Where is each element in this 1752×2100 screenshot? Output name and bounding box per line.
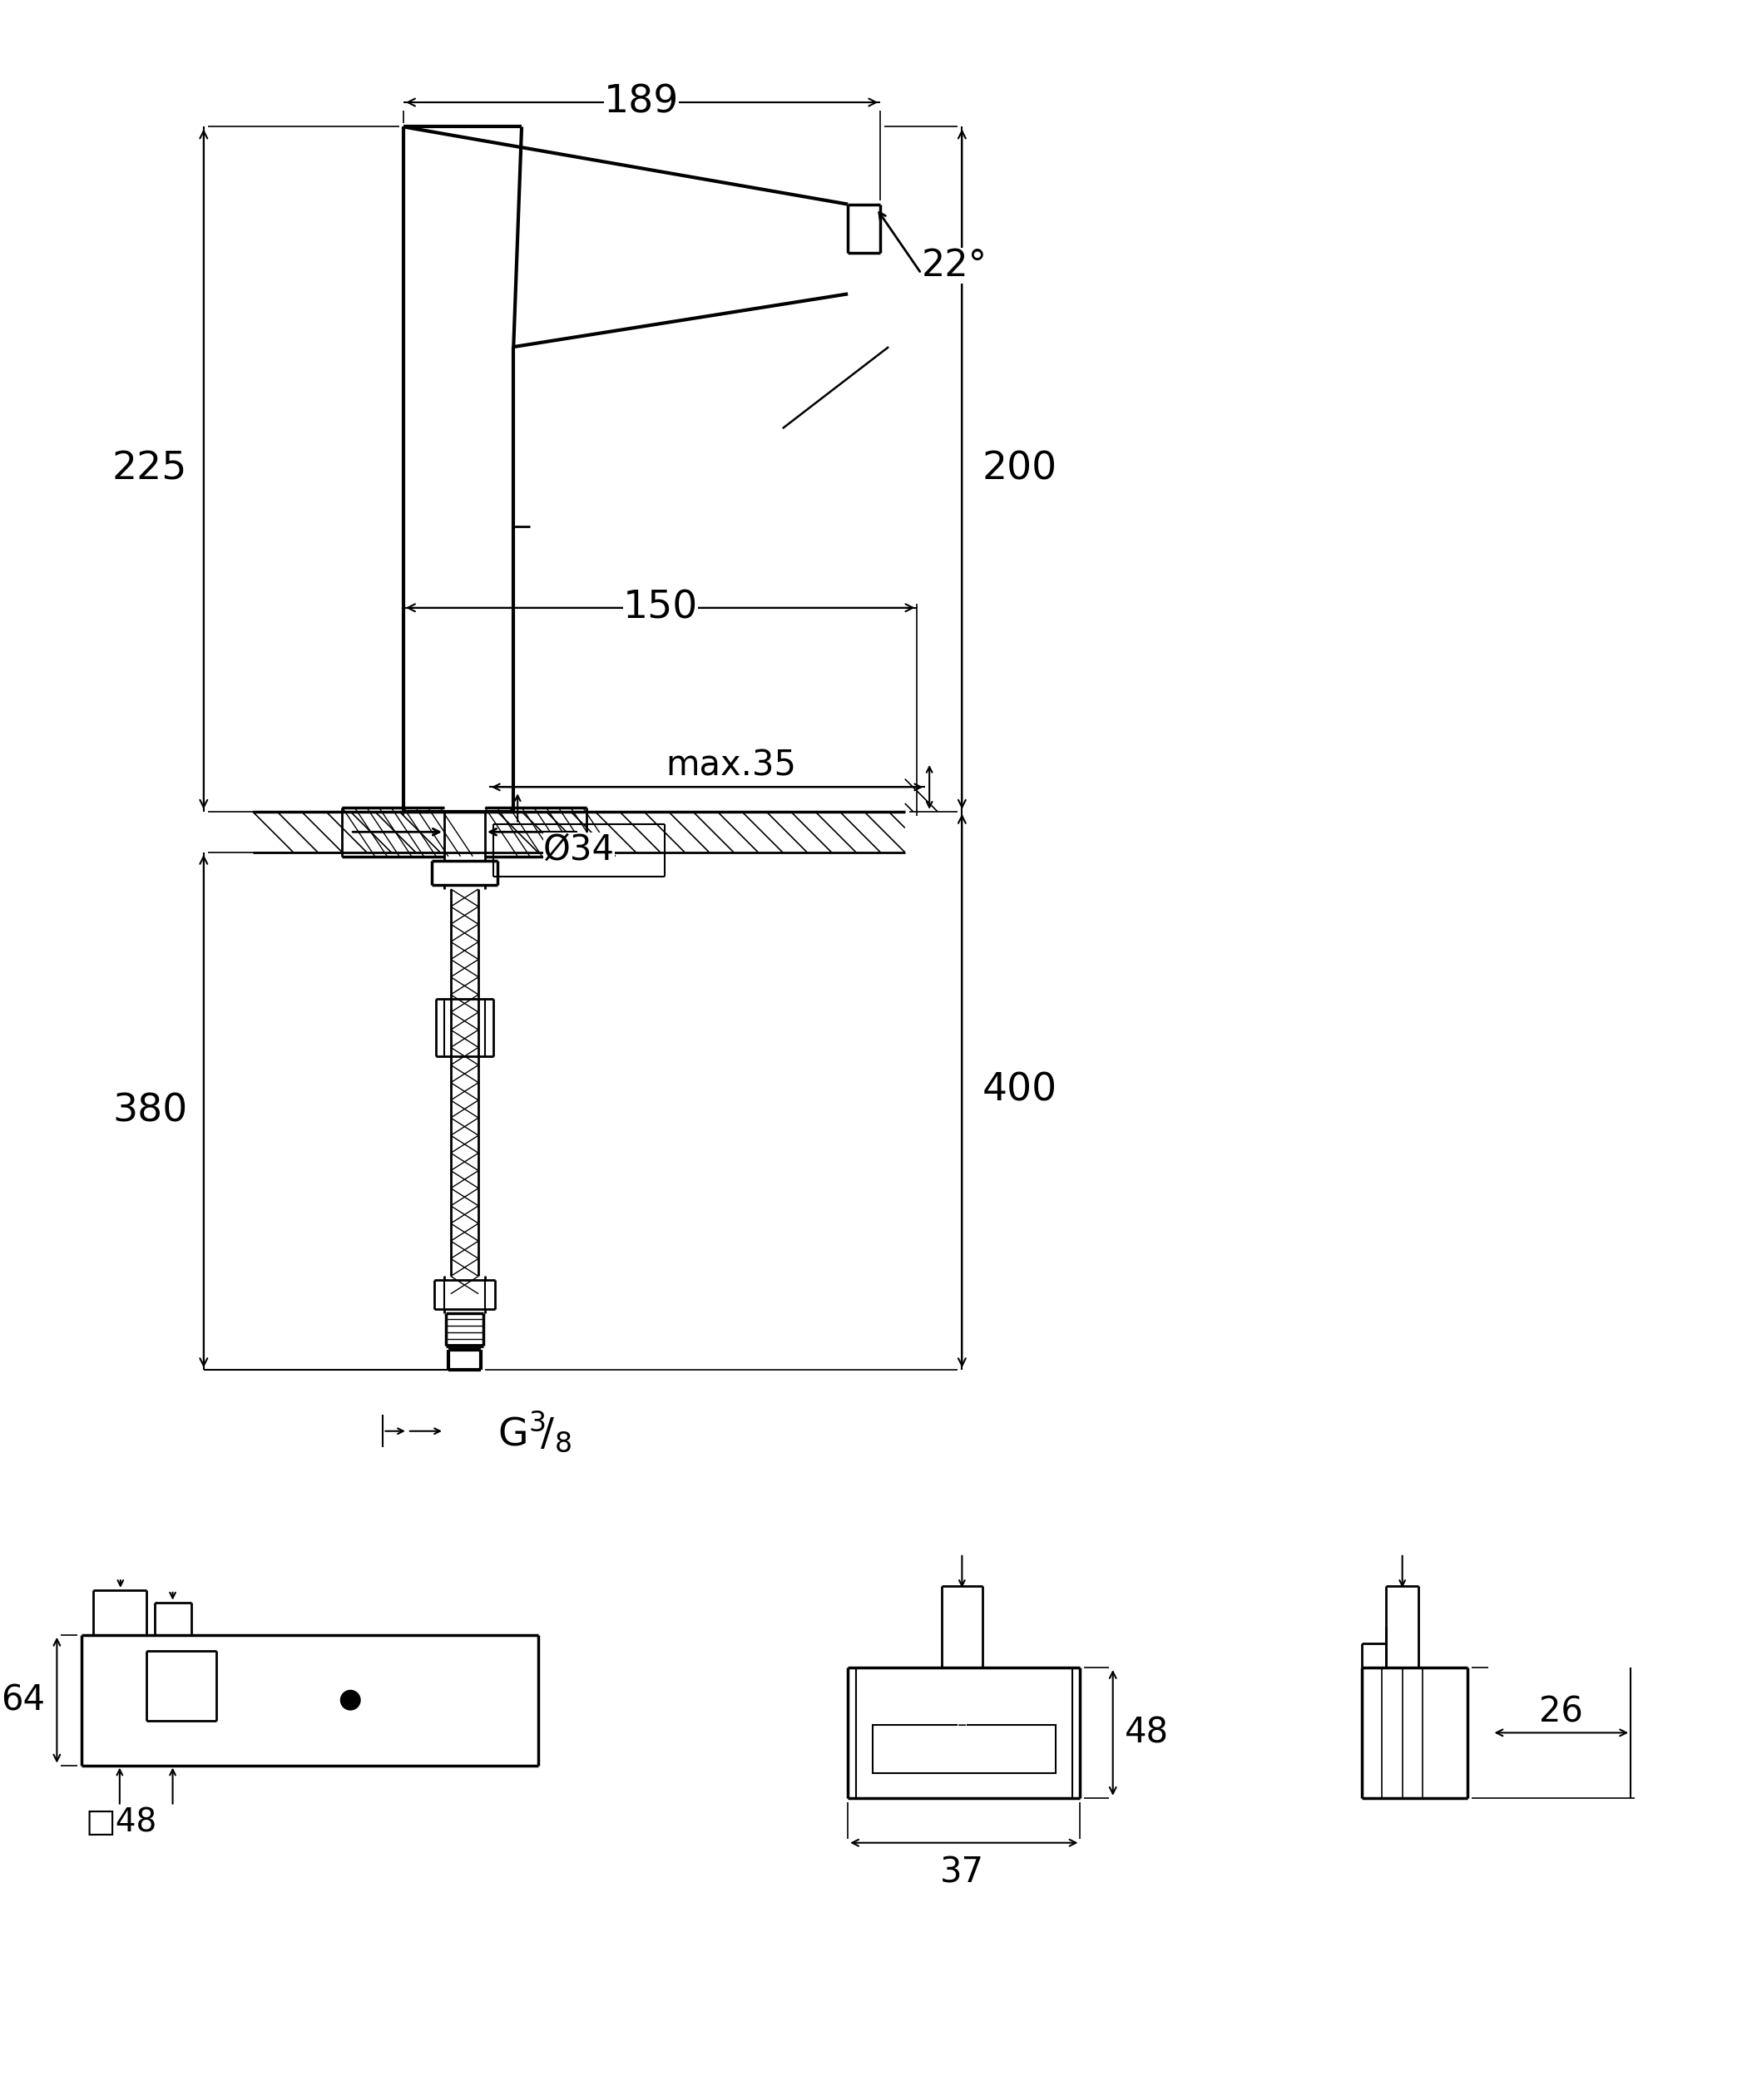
Text: 37: 37 xyxy=(939,1854,985,1890)
Text: 150: 150 xyxy=(622,588,697,626)
Text: 64: 64 xyxy=(0,1682,44,1718)
Text: G$^3\!/$$_8$: G$^3\!/$$_8$ xyxy=(498,1409,571,1453)
Text: 48: 48 xyxy=(1125,1716,1169,1749)
Bar xyxy=(872,1724,1056,1774)
Text: 400: 400 xyxy=(983,1071,1058,1109)
Text: 22°: 22° xyxy=(922,248,986,284)
Text: 200: 200 xyxy=(983,452,1058,487)
Text: 26: 26 xyxy=(1540,1695,1584,1730)
Text: □48: □48 xyxy=(86,1806,158,1838)
Text: 380: 380 xyxy=(112,1092,187,1130)
Text: –: – xyxy=(957,1716,967,1732)
Circle shape xyxy=(340,1690,361,1709)
Text: Ø34: Ø34 xyxy=(543,832,615,867)
Text: 225: 225 xyxy=(112,452,187,487)
Text: 189: 189 xyxy=(604,84,680,122)
Text: max.35: max.35 xyxy=(666,748,797,783)
